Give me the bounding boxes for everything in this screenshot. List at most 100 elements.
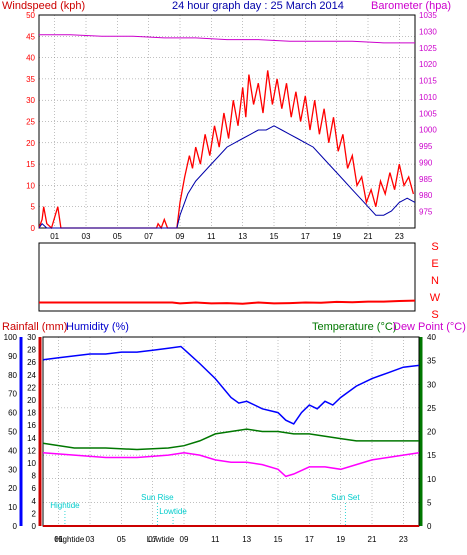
x-tick-label: 13: [242, 535, 251, 544]
windspeed-tick-label: 50: [26, 11, 35, 20]
event-label: Hightide: [55, 535, 85, 544]
x-tick-label: 07: [148, 535, 157, 544]
x-tick-label: 21: [364, 232, 373, 241]
rain-tick-label: 30: [27, 333, 36, 342]
rain-tick-label: 14: [27, 434, 36, 443]
direction-label: E: [431, 258, 438, 270]
windspeed-tick-label: 15: [26, 160, 35, 169]
x-tick-label: 09: [176, 232, 185, 241]
windspeed-tick-label: 40: [26, 54, 35, 63]
windspeed-axis-title: Windspeed (kph): [2, 0, 85, 12]
rain-tick-label: 26: [27, 358, 36, 367]
rain-temp-chart: 0102030405060708090100024681012141618202…: [4, 333, 437, 544]
windspeed-tick-label: 35: [26, 75, 35, 84]
event-label: Hightide: [50, 501, 80, 510]
barometer-tick-label: 980: [419, 191, 433, 200]
rain-tick-label: 22: [27, 383, 36, 392]
windspeed-tick-label: 25: [26, 118, 35, 127]
x-tick-label: 07: [144, 232, 153, 241]
barometer-tick-label: 1035: [419, 11, 437, 20]
temperature-tick-label: 0: [427, 522, 432, 531]
temperature-axis-title: Temperature (°C): [312, 321, 396, 333]
rain-tick-label: 0: [32, 522, 37, 531]
rain-tick-label: 16: [27, 421, 36, 430]
x-tick-label: 03: [82, 232, 91, 241]
windspeed-tick-label: 30: [26, 96, 35, 105]
barometer-tick-label: 1000: [419, 126, 437, 135]
series-barometer: [39, 34, 415, 44]
x-tick-label: 01: [54, 535, 63, 544]
barometer-tick-label: 990: [419, 158, 433, 167]
x-tick-label: 11: [207, 232, 216, 241]
windspeed-tick-label: 5: [31, 203, 36, 212]
humidity-tick-label: 30: [8, 465, 17, 474]
dewpoint-axis-title: Dew Point (°C): [393, 321, 466, 333]
rain-tick-label: 18: [27, 409, 36, 418]
humidity-tick-label: 100: [4, 333, 18, 342]
x-tick-label: 17: [305, 535, 314, 544]
temperature-tick-label: 15: [427, 451, 436, 460]
temperature-tick-label: 10: [427, 475, 436, 484]
x-tick-label: 05: [113, 232, 122, 241]
barometer-tick-label: 995: [419, 142, 433, 151]
humidity-tick-label: 40: [8, 446, 17, 455]
series-windspeed: [38, 70, 415, 230]
rain-tick-label: 6: [32, 484, 37, 493]
barometer-tick-label: 1010: [419, 93, 437, 102]
direction-label: W: [430, 292, 441, 304]
series-dew-point: [42, 452, 420, 478]
x-tick-label: 15: [270, 232, 279, 241]
x-tick-label: 01: [50, 232, 59, 241]
humidity-tick-label: 80: [8, 371, 17, 380]
humidity-axis-title: Humidity (%): [66, 321, 129, 333]
windspeed-tick-label: 0: [31, 224, 36, 233]
x-tick-label: 17: [301, 232, 310, 241]
x-tick-label: 15: [274, 535, 283, 544]
rain-tick-label: 28: [27, 346, 36, 355]
barometer-tick-label: 1025: [419, 44, 437, 53]
direction-label: S: [431, 309, 438, 321]
rain-tick-label: 4: [32, 497, 37, 506]
rain-tick-label: 24: [27, 371, 36, 380]
rain-tick-label: 10: [27, 459, 36, 468]
humidity-tick-label: 60: [8, 409, 17, 418]
direction-label: N: [431, 275, 439, 287]
windspeed-tick-label: 10: [26, 181, 35, 190]
event-label: Lowtide: [159, 507, 187, 516]
chart-title: 24 hour graph day : 25 March 2014: [172, 0, 344, 12]
wind-baro-chart: 0510152025303540455097598098599099510001…: [26, 11, 437, 241]
humidity-tick-label: 10: [8, 503, 17, 512]
barometer-tick-label: 985: [419, 175, 433, 184]
humidity-tick-label: 20: [8, 484, 17, 493]
temperature-tick-label: 30: [427, 380, 436, 389]
x-tick-label: 13: [238, 232, 247, 241]
x-tick-label: 05: [117, 535, 126, 544]
plot-frame: [38, 242, 416, 312]
barometer-tick-label: 1015: [419, 77, 437, 86]
plot-frame: [38, 14, 416, 229]
x-tick-label: 19: [332, 232, 341, 241]
x-tick-label: 21: [368, 535, 377, 544]
series-average: [38, 125, 416, 229]
rain-tick-label: 8: [32, 472, 37, 481]
humidity-tick-label: 70: [8, 390, 17, 399]
series-temperature: [42, 428, 419, 451]
temperature-tick-label: 20: [427, 428, 436, 437]
direction-label: S: [431, 241, 438, 253]
humidity-tick-label: 50: [8, 428, 17, 437]
x-tick-label: 23: [395, 232, 404, 241]
x-tick-label: 11: [211, 535, 220, 544]
x-tick-label: 09: [180, 535, 189, 544]
x-tick-label: 03: [86, 535, 95, 544]
humidity-tick-label: 0: [13, 522, 18, 531]
temperature-tick-label: 5: [427, 498, 432, 507]
x-tick-label: 19: [336, 535, 345, 544]
barometer-tick-label: 1030: [419, 27, 437, 36]
temperature-tick-label: 25: [427, 404, 436, 413]
humidity-tick-label: 90: [8, 352, 17, 361]
temperature-tick-label: 35: [427, 357, 436, 366]
x-tick-label: 23: [399, 535, 408, 544]
windspeed-tick-label: 20: [26, 139, 35, 148]
